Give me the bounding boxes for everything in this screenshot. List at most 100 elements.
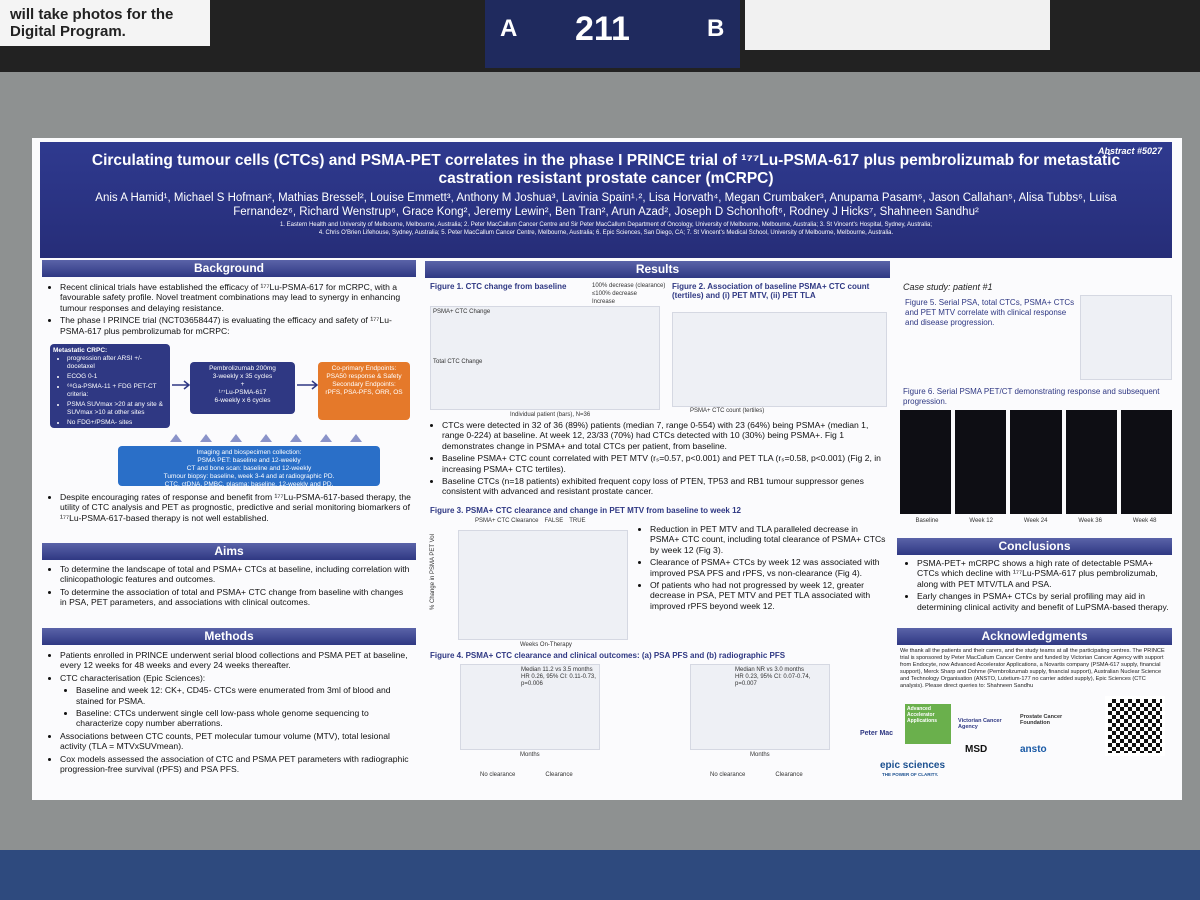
- list-item: ECOG 0-1: [67, 373, 167, 381]
- logo: Peter Mac: [860, 730, 894, 737]
- list-item: Baseline PSMA+ CTC count correlated with…: [442, 453, 888, 474]
- stats: Median 11.2 vs 3.5 months HR 0.26, 95% CI…: [521, 667, 596, 688]
- list-item: progression after ARSI +/- docetaxel: [67, 355, 167, 371]
- pet-image: [1010, 410, 1062, 514]
- list-item: TRUE: [569, 518, 586, 524]
- figure-3: [458, 530, 628, 640]
- list-item: PSMA PET: baseline and 12-weekly: [197, 457, 301, 464]
- list-item: CTC, ctDNA, PMBC, plasma: baseline, 12-w…: [164, 481, 334, 488]
- axis-label: PSMA+ CTC count (tertiles): [690, 408, 765, 414]
- figure-1: PSMA+ CTC Change Total CTC Change: [430, 306, 660, 410]
- list-item: PSMA-PET+ mCRPC shows a high rate of det…: [917, 558, 1169, 589]
- triangles: [170, 434, 362, 442]
- list-item: No clearance: [710, 772, 746, 778]
- figure-6: [900, 410, 1173, 514]
- acknowledgments-text: We thank all the patients and their care…: [900, 648, 1165, 689]
- section-heading: Methods: [42, 628, 416, 645]
- logo: ansto: [1020, 744, 1047, 755]
- pet-image: [900, 410, 952, 514]
- abstract-number: Abstract #5027: [1097, 146, 1162, 156]
- axis-label: Weeks On-Therapy: [520, 642, 572, 648]
- logo: epic sciences: [880, 760, 946, 771]
- box-heading: Metastatic CRPC:: [53, 347, 108, 354]
- list-item: p=0.007: [735, 681, 757, 687]
- figure-4b: Median NR vs 3.0 months HR 0.23, 95% CI: …: [690, 664, 830, 750]
- section-heading: Acknowledgments: [897, 628, 1172, 645]
- eligibility-box: Metastatic CRPC: progression after ARSI …: [50, 344, 170, 428]
- list-item: PSMA SUVmax >20 at any site & SUVmax >10…: [67, 401, 167, 417]
- list-item: HR 0.23, 95% CI: 0.07-0.74,: [735, 674, 811, 680]
- pet-image: [1065, 410, 1117, 514]
- list-item: Despite encouraging rates of response an…: [60, 492, 412, 523]
- list-item: Recent clinical trials have established …: [60, 282, 412, 313]
- figure-4a: Median 11.2 vs 3.5 months HR 0.26, 95% CI…: [460, 664, 600, 750]
- eligibility-list: progression after ARSI +/- docetaxel ECOG…: [53, 355, 167, 427]
- list-item: Increase: [592, 299, 616, 305]
- notice: will take photos for the Digital Program…: [0, 0, 210, 46]
- legend: No clearance Clearance: [710, 772, 803, 778]
- list-item: To determine the landscape of total and …: [60, 564, 412, 585]
- board-side: A: [500, 15, 518, 42]
- legend: No clearance Clearance: [480, 772, 573, 778]
- bullet-list: PSMA-PET+ mCRPC shows a high rate of det…: [903, 558, 1169, 614]
- list-item: Clearance of PSMA+ CTCs by week 12 was a…: [650, 557, 888, 578]
- logo: THE POWER OF CLARITY.: [882, 772, 939, 777]
- notice-text: will take photos for the Digital Program…: [10, 6, 174, 40]
- list-item: +: [240, 381, 245, 388]
- booth-sign: A 211 B: [485, 0, 740, 68]
- list-item: Imaging and biospecimen collection:: [196, 449, 302, 456]
- axis-label: Months: [520, 752, 540, 758]
- bullet-list: Reduction in PET MTV and TLA paralleled …: [636, 524, 888, 613]
- bullet-list: Despite encouraging rates of response an…: [46, 492, 412, 525]
- list-item: Clearance: [545, 772, 573, 778]
- figure-title: Figure 4. PSMA+ CTC clearance and clinic…: [430, 651, 786, 660]
- logo: Prostate Cancer Foundation: [1020, 714, 1063, 726]
- pet-image: [955, 410, 1007, 514]
- logo: Advanced Accelerator Applications: [905, 704, 951, 744]
- endpoints-box: Co-primary Endpoints: PSA50 response & Sa…: [318, 362, 410, 420]
- list-item: Reduction in PET MTV and TLA paralleled …: [650, 524, 888, 555]
- list-item: Week 48: [1132, 518, 1157, 524]
- bullet-list: To determine the landscape of total and …: [46, 564, 412, 610]
- list-item: ¹⁷⁷Lu-PSMA-617: [218, 389, 267, 396]
- board-side: B: [707, 15, 725, 42]
- list-item: 1. Eastern Health and University of Melb…: [279, 222, 933, 228]
- section-heading: Conclusions: [897, 538, 1172, 555]
- list-item: Of patients who had not progressed by we…: [650, 580, 888, 611]
- booth-number: 211: [575, 10, 630, 48]
- schedule-board: [745, 0, 1050, 50]
- list-item: Week 24: [1023, 518, 1048, 524]
- list-item: p=0.006: [521, 681, 543, 687]
- qr-code[interactable]: [1105, 696, 1165, 756]
- methods-text: Patients enrolled in PRINCE underwent se…: [46, 650, 412, 776]
- bullet-list: Recent clinical trials have established …: [46, 282, 412, 338]
- list-item: rPFS, PSA-PFS, ORR, OS: [325, 389, 403, 396]
- list-item: To determine the association of total an…: [60, 587, 412, 608]
- list-item: Cox models assessed the association of C…: [60, 754, 412, 775]
- list-item: 100% decrease (clearance): [592, 283, 666, 289]
- poster-title: Circulating tumour cells (CTCs) and PSMA…: [91, 152, 1121, 187]
- case-heading: Case study: patient #1: [903, 282, 993, 292]
- figure-title: Figure 2. Association of baseline PSMA+ …: [672, 282, 870, 300]
- logo: MSD: [965, 744, 988, 755]
- section-heading: Aims: [42, 543, 416, 560]
- list-item: Pembrolizumab 200mg: [209, 365, 276, 372]
- carpet: [0, 850, 1200, 900]
- list-item: No FDG+/PSMA- sites: [67, 419, 167, 427]
- affiliations: 1. Eastern Health and University of Melb…: [40, 219, 1172, 237]
- axis-label: Individual patient (bars), N=36: [510, 412, 591, 418]
- list-item: The phase I PRINCE trial (NCT03658447) i…: [60, 315, 412, 336]
- list-item: CTCs were detected in 32 of 36 (89%) pat…: [442, 420, 888, 451]
- logos: Peter Mac Advanced Accelerator Applicati…: [860, 700, 1095, 782]
- list-item: CTC characterisation (Epic Sciences):: [60, 673, 412, 683]
- treatment-box: Pembrolizumab 200mg 3-weekly x 35 cycles +…: [190, 362, 295, 414]
- timepoints: Baseline Week 12 Week 24 Week 36 Week 48: [900, 518, 1172, 524]
- sub-bullet-list: Baseline and week 12: CK+, CD45- CTCs we…: [46, 685, 412, 729]
- list-item: Tumour biopsy: baseline, week 3-4 and at…: [163, 473, 335, 480]
- list-item: CT and bone scan: baseline and 12-weekly: [186, 465, 312, 472]
- list-item: Early changes in PSMA+ CTCs by serial pr…: [917, 591, 1169, 612]
- list-item: FALSE: [544, 518, 564, 524]
- figure-5: [1080, 295, 1172, 380]
- authors: Anis A Hamid¹, Michael S Hofman², Mathia…: [95, 192, 1117, 218]
